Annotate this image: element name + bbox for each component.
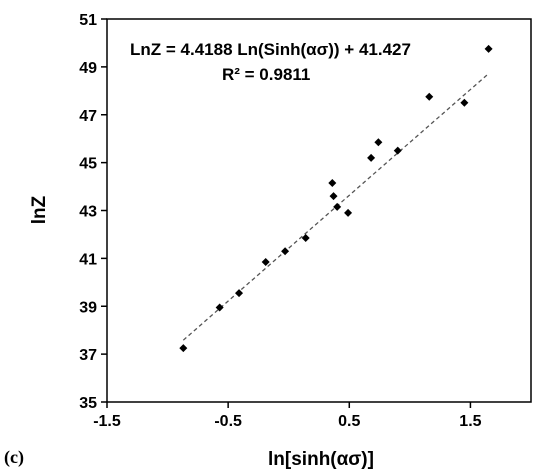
data-point <box>344 208 353 217</box>
x-tick-label: 1.5 <box>459 413 481 430</box>
x-axis-title: ln[sinh(ασ)] <box>268 449 374 470</box>
data-point <box>393 146 402 155</box>
data-point <box>328 178 337 187</box>
y-tick-label: 47 <box>79 108 97 125</box>
data-point <box>179 344 188 353</box>
x-tick-label: -1.5 <box>93 413 121 430</box>
y-tick-label: 45 <box>79 156 97 173</box>
data-point <box>484 44 493 53</box>
plot-area-frame <box>106 18 532 403</box>
equation-annotation: LnZ = 4.4188 Ln(Sinh(ασ)) + 41.427 <box>130 40 411 59</box>
trendline <box>182 73 490 341</box>
y-tick-label: 51 <box>79 12 97 29</box>
y-axis-title: lnZ <box>29 195 50 224</box>
data-point <box>329 192 338 201</box>
x-tick-label: -0.5 <box>214 413 242 430</box>
y-tick-label: 39 <box>79 299 97 316</box>
data-point <box>301 234 310 243</box>
x-tick-label: 0.5 <box>338 413 360 430</box>
r-squared-annotation: R² = 0.9811 <box>222 65 310 84</box>
y-axis-ticks: 35 37 39 41 43 45 47 49 51 <box>79 12 107 412</box>
data-point <box>367 153 376 162</box>
y-tick-label: 41 <box>79 251 97 268</box>
data-point <box>460 98 469 107</box>
data-point <box>425 92 434 101</box>
x-axis-ticks: -1.5 -0.5 0.5 1.5 <box>93 402 482 430</box>
y-tick-label: 37 <box>79 347 97 364</box>
y-tick-label: 35 <box>79 395 97 412</box>
data-point <box>215 303 224 312</box>
data-point <box>281 247 290 256</box>
y-tick-label: 49 <box>79 60 97 77</box>
data-point <box>261 257 270 266</box>
data-point <box>333 202 342 211</box>
data-point <box>235 289 244 298</box>
panel-label: (c) <box>4 447 24 468</box>
trendline-layer <box>182 73 490 341</box>
data-point <box>374 138 383 147</box>
y-tick-label: 43 <box>79 204 97 221</box>
data-points <box>179 44 493 353</box>
